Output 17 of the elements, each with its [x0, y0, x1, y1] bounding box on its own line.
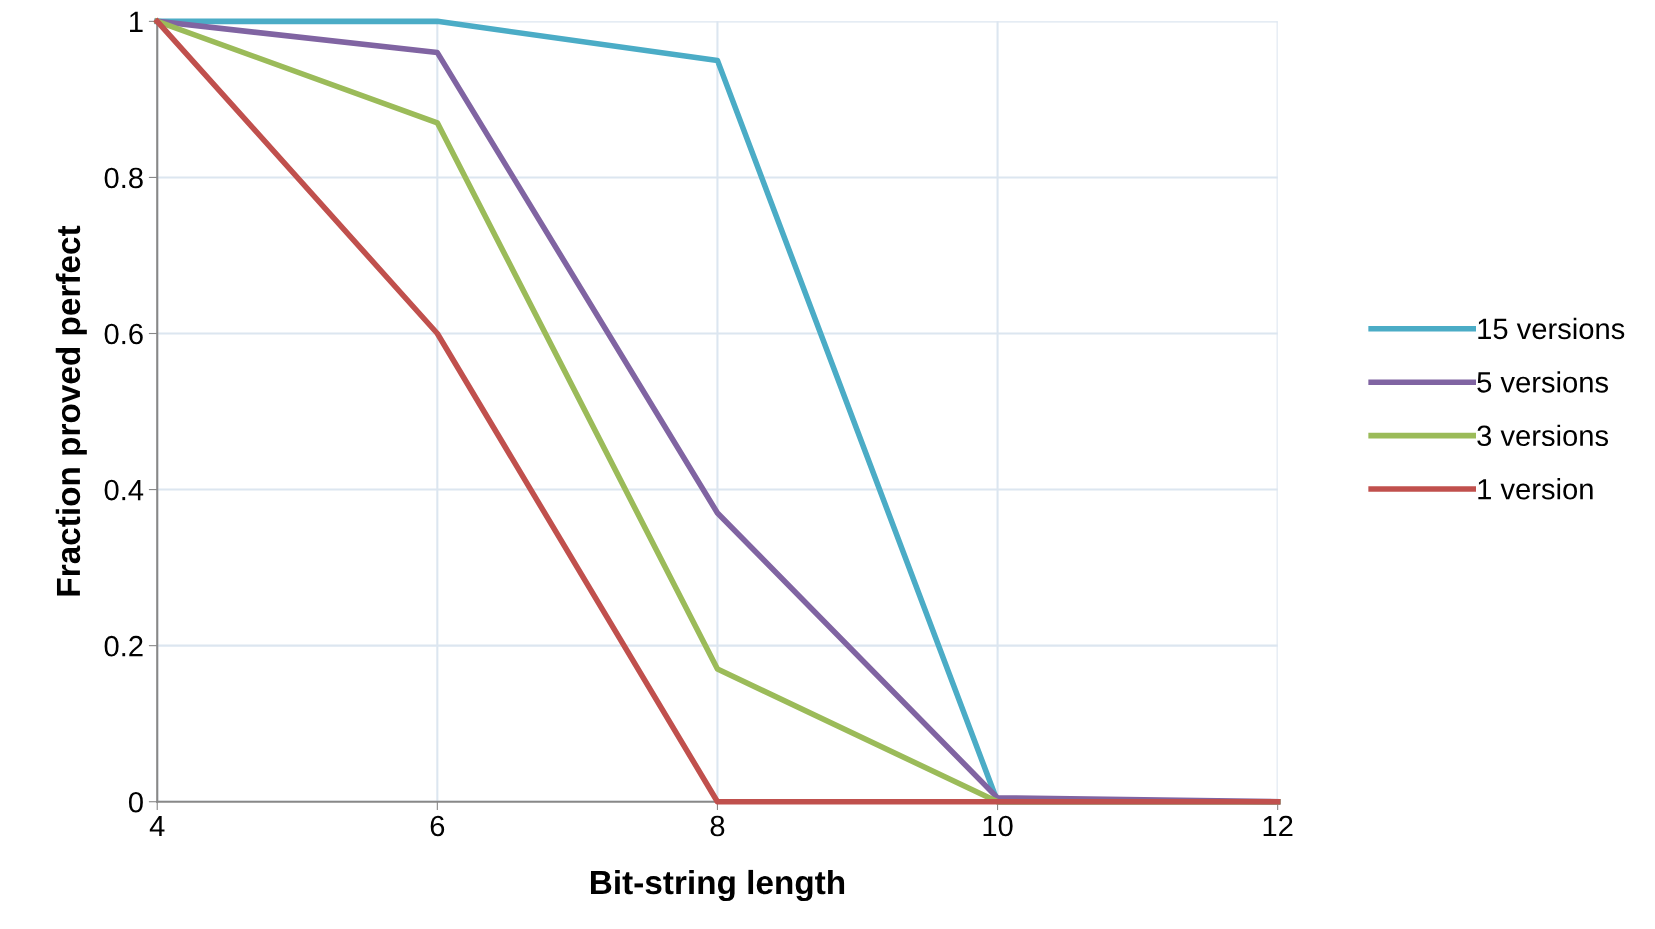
- x-axis-title: Bit-string length: [590, 869, 845, 902]
- y-tick-label: 0.2: [104, 635, 143, 657]
- x-tick-label: 12: [1263, 815, 1293, 837]
- y-tick-label: 0.6: [104, 323, 143, 345]
- y-axis-title: Fraction proved perfect: [55, 225, 87, 596]
- y-tick-label: 0: [128, 791, 143, 813]
- x-tick-label: 8: [710, 815, 725, 837]
- y-tick-label: 0.4: [104, 479, 144, 501]
- y-tick-label: 0.8: [104, 167, 143, 189]
- legend-label: 1 version: [1478, 478, 1593, 500]
- legend-label: 3 versions: [1477, 424, 1609, 447]
- x-tick-label: 6: [430, 815, 445, 837]
- x-tick-label: 4: [149, 815, 165, 837]
- x-tick-label: 10: [983, 815, 1013, 837]
- legend-label: 5 versions: [1477, 371, 1609, 393]
- legend-label: 15 versions: [1478, 317, 1625, 340]
- y-tick-label: 1: [130, 11, 143, 32]
